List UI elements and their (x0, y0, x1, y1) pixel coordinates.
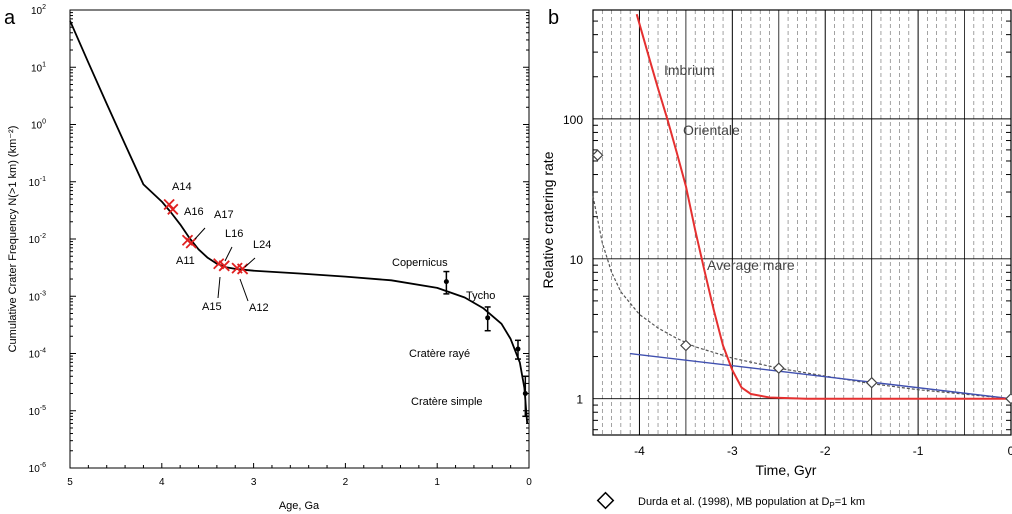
y-tick-label: 100 (563, 113, 583, 127)
legend-subscript: P (829, 501, 834, 510)
apollo-label: A17 (214, 209, 234, 221)
y-tick-exponent: -3 (40, 290, 46, 297)
apollo-label: A16 (184, 206, 204, 218)
x-tick-label: 3 (251, 477, 257, 488)
annotation-arrow (239, 278, 249, 302)
y-tick-base: 10 (29, 235, 41, 246)
legend-label: Durda et al. (1998), MB population at DP… (638, 496, 865, 510)
y-tick-exponent: -6 (40, 462, 46, 469)
blue-trend-line (630, 352, 1012, 400)
apollo-marker (213, 258, 225, 270)
y-tick-label: 10-4 (29, 348, 46, 361)
legend-text: Durda et al. (1998), MB population at D (638, 496, 829, 508)
apollo-label: A11 (176, 255, 195, 267)
y-tick-exponent: -4 (40, 348, 46, 355)
chart-b-legend: Durda et al. (1998), MB population at DP… (596, 491, 865, 510)
annotation-arrow (224, 246, 233, 262)
x-tick-label: 0 (1008, 444, 1012, 458)
annotation-arrow (194, 227, 206, 240)
y-tick-exponent: 1 (42, 61, 46, 68)
x-tick-label: 0 (526, 477, 532, 488)
chart-b: 1 10 100 -4 -3 -2 -1 0 Imbrium Orientale Averag… (540, 9, 1012, 510)
y-tick-base: 10 (29, 292, 41, 303)
x-tick-label: -1 (913, 444, 924, 458)
y-tick-label: 10-3 (29, 290, 46, 303)
crater-frequency-curve (69, 20, 529, 424)
y-tick-label: 10-6 (29, 462, 46, 475)
x-tick-label: 2 (343, 477, 349, 488)
annotation-imbrium: Imbrium (664, 62, 715, 78)
x-tick-label: 5 (67, 477, 73, 488)
chart-a-y-axis-label: Cumulative Crater Frequency N(>1 km) (km… (7, 126, 19, 353)
crater-data-point (522, 391, 528, 397)
apollo-label: A12 (249, 302, 269, 314)
apollo-marker (231, 262, 243, 274)
y-tick-base: 10 (31, 63, 43, 74)
panel-b-label: b (548, 7, 559, 29)
y-tick-label: 102 (31, 4, 46, 17)
diamond-marker (1005, 392, 1012, 405)
red-curve (635, 13, 1011, 400)
dashed-curve (592, 196, 1012, 400)
x-tick-label: -3 (727, 444, 738, 458)
annotation-arrow (244, 257, 256, 268)
crater-data-point (443, 279, 449, 285)
chart-b-y-axis-label: Relative cratering rate (540, 151, 556, 288)
apollo-marker (218, 260, 230, 272)
y-tick-label: 100 (31, 119, 46, 132)
y-tick-label: 1 (576, 393, 583, 407)
apollo-label: A15 (202, 301, 222, 313)
x-tick-label: -2 (820, 444, 831, 458)
y-tick-exponent: 0 (42, 119, 46, 126)
x-tick-label: -4 (634, 444, 645, 458)
y-tick-exponent: -2 (40, 233, 46, 240)
y-tick-label: 10 (570, 253, 584, 267)
crater-data-point (485, 315, 491, 321)
chart-b-x-axis-label: Time, Gyr (756, 462, 817, 478)
apollo-label: L16 (225, 228, 243, 240)
y-tick-exponent: -5 (40, 405, 46, 412)
y-tick-base: 10 (29, 464, 41, 475)
y-tick-exponent: -1 (40, 176, 46, 183)
y-tick-base: 10 (29, 407, 41, 418)
crater-label: Tycho (466, 290, 495, 302)
diamond-marker (591, 149, 604, 162)
x-tick-label: 1 (434, 477, 440, 488)
diamond-marker (865, 376, 878, 389)
apollo-marker (167, 203, 179, 215)
annotation-orientale: Orientale (683, 122, 740, 138)
crater-label: Cratère simple (411, 396, 483, 408)
crater-label: Copernicus (392, 257, 448, 269)
y-tick-base: 10 (31, 121, 43, 132)
apollo-label: L24 (253, 239, 271, 251)
diamond-marker (680, 339, 692, 352)
annotation-arrow (217, 276, 221, 299)
y-tick-base: 10 (29, 350, 41, 361)
y-tick-label: 10-5 (29, 405, 46, 418)
y-tick-label: 10-2 (29, 233, 46, 246)
y-tick-exponent: 2 (42, 4, 46, 11)
x-tick-label: 4 (159, 477, 165, 488)
panel-a-label: a (4, 7, 16, 29)
crater-label: Cratère rayé (409, 348, 470, 360)
y-tick-label: 10-1 (29, 176, 46, 189)
legend-tail: =1 km (835, 496, 865, 508)
apollo-marker (185, 237, 197, 249)
legend-diamond-marker (596, 491, 615, 510)
chart-a-x-axis-label: Age, Ga (279, 500, 320, 512)
y-tick-base: 10 (31, 6, 43, 17)
y-tick-base: 10 (29, 178, 41, 189)
chart-b-plot-frame (592, 9, 1012, 436)
crater-data-point (515, 346, 521, 352)
chart-a: 5 4 3 2 1 010210110010-110-210-310-410-510-6 … (7, 4, 532, 512)
y-tick-label: 101 (31, 61, 46, 74)
apollo-label: A14 (172, 181, 192, 193)
diamond-marker (772, 362, 785, 375)
annotation-average-mare: Average mare (707, 257, 795, 273)
